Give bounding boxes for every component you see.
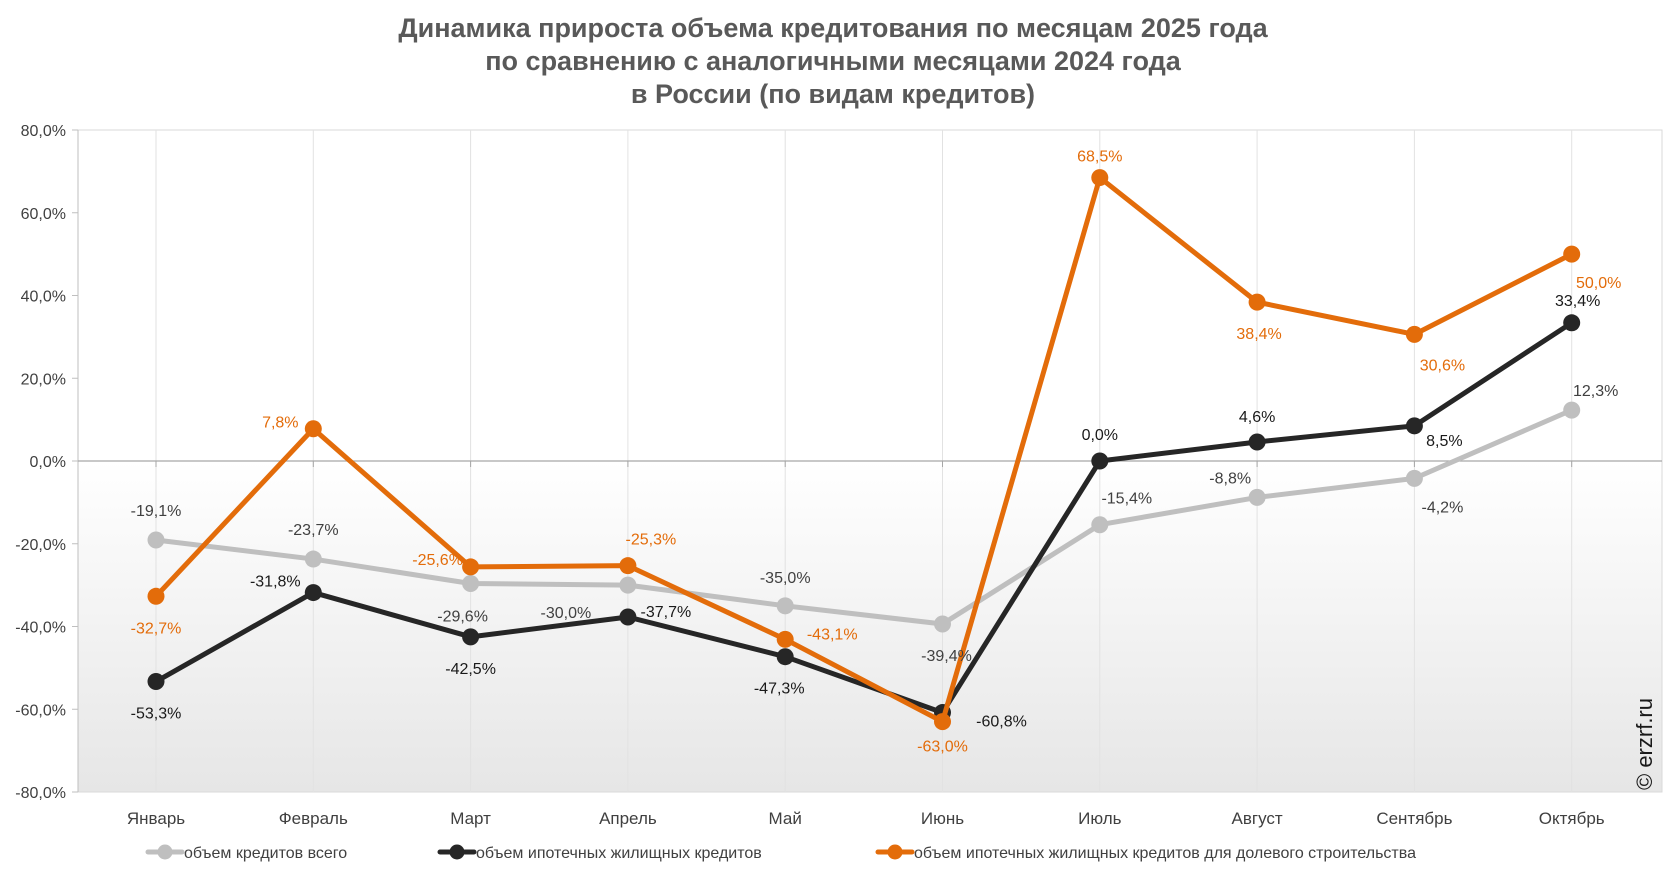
data-label-layer: -19,1% -23,7% -29,6% -30,0% -35,0% -39,4% -15,… [131, 149, 1622, 756]
series-0-point-0 [147, 531, 165, 549]
series-2-data-label-4: -43,1% [807, 626, 858, 643]
series-1-data-label-0: -53,3% [131, 706, 182, 723]
series-line-0 [153, 407, 1575, 627]
series-line-2 [153, 175, 1575, 725]
series-layer [147, 169, 1581, 731]
chart-title-line-2: по сравнению с аналогичными месяцами 202… [485, 46, 1181, 76]
series-0-point-7 [1248, 488, 1266, 506]
series-2-point-4 [776, 630, 794, 648]
series-0-data-label-7: -8,8% [1209, 470, 1251, 487]
series-0-data-label-2: -29,6% [437, 608, 488, 625]
y-tick-label: 20,0% [21, 371, 66, 388]
series-2-data-label-7: 38,4% [1236, 326, 1281, 343]
series-0-point-9 [1563, 401, 1581, 419]
series-0-point-6 [1091, 516, 1109, 534]
y-tick-label: -20,0% [15, 537, 66, 554]
chart-title-line-3: в России (по видам кредитов) [631, 79, 1035, 109]
series-1-point-1 [304, 584, 322, 602]
legend-label-2: объем ипотечных жилищных кредитов для до… [914, 845, 1416, 862]
series-1-point-9 [1563, 314, 1581, 332]
y-tick-label: 0,0% [30, 454, 66, 471]
series-1-data-label-7: 4,6% [1239, 409, 1275, 426]
axis-layer: 80,0% 60,0% 40,0% 20,0% 0,0% -20,0% -40,0% -60,… [15, 123, 1662, 828]
series-2-point-9 [1563, 245, 1581, 263]
legend-swatch-marker-2 [887, 844, 903, 860]
series-0-point-4 [776, 597, 794, 615]
series-1-data-label-2: -42,5% [445, 661, 496, 678]
series-0-point-3 [619, 576, 637, 594]
legend-label-1: объем ипотечных жилищных кредитов [476, 845, 762, 862]
x-tick-label: Январь [127, 809, 185, 828]
series-0-data-label-5: -39,4% [921, 648, 972, 665]
legend: объем кредитов всего объем ипотечных жили… [145, 844, 1416, 862]
series-0-point-5 [934, 615, 951, 633]
x-tick-label: Август [1232, 809, 1283, 828]
series-0-data-label-4: -35,0% [760, 570, 811, 587]
series-1-point-8 [1405, 417, 1423, 435]
series-2-point-2 [462, 558, 480, 576]
series-0-data-label-6: -15,4% [1101, 491, 1152, 508]
x-tick-label: Февраль [279, 809, 348, 828]
x-tick-label: Сентябрь [1376, 809, 1452, 828]
series-0-data-label-0: -19,1% [131, 503, 182, 520]
series-1-point-4 [776, 648, 794, 666]
series-0-data-label-3: -30,0% [541, 605, 592, 622]
series-2-point-7 [1248, 293, 1266, 311]
series-0-data-label-1: -23,7% [288, 522, 339, 539]
x-tick-label: Октябрь [1539, 809, 1605, 828]
y-tick-label: 40,0% [21, 289, 66, 306]
legend-swatch-marker-1 [449, 844, 465, 860]
series-2-data-label-2: -25,6% [412, 552, 463, 569]
series-1-point-0 [147, 673, 165, 691]
series-0-point-8 [1405, 469, 1423, 487]
y-tick-label: 80,0% [21, 123, 66, 140]
series-2-point-3 [619, 557, 637, 575]
series-2-point-5 [934, 713, 951, 731]
series-1-point-7 [1248, 433, 1266, 451]
series-1-point-6 [1091, 452, 1109, 470]
y-tick-label: -40,0% [15, 620, 66, 637]
x-tick-label: Март [450, 809, 491, 828]
series-2-data-label-8: 30,6% [1420, 357, 1465, 374]
series-1-data-label-1: -31,8% [250, 574, 301, 591]
series-0-point-1 [304, 550, 322, 568]
series-2-data-label-1: 7,8% [262, 415, 298, 432]
series-1-point-2 [462, 628, 480, 646]
chart-title-line-1: Динамика прироста объема кредитования по… [398, 13, 1268, 43]
series-1-data-label-8: 8,5% [1426, 433, 1462, 450]
series-1-data-label-6: 0,0% [1082, 427, 1118, 444]
series-2-data-label-6: 68,5% [1077, 149, 1122, 166]
x-tick-label: Май [769, 809, 802, 828]
series-1-data-label-5: -60,8% [976, 714, 1027, 731]
series-0-data-label-9: 12,3% [1573, 383, 1618, 400]
y-tick-label: 60,0% [21, 206, 66, 223]
x-tick-label: Июль [1078, 809, 1122, 828]
x-tick-label: Июнь [921, 809, 964, 828]
series-1-point-3 [619, 608, 637, 626]
watermark-text: © erzrf.ru [1632, 698, 1657, 790]
series-line-1 [153, 320, 1575, 716]
series-2-point-8 [1405, 325, 1423, 343]
series-0-point-2 [462, 574, 480, 592]
series-2-data-label-3: -25,3% [626, 532, 677, 549]
legend-label-0: объем кредитов всего [184, 845, 347, 862]
series-2-data-label-9: 50,0% [1576, 275, 1621, 292]
series-1-data-label-4: -47,3% [754, 681, 805, 698]
series-1-data-label-3: -37,7% [641, 604, 692, 621]
series-0-data-label-8: -4,2% [1422, 499, 1464, 516]
series-2-data-label-5: -63,0% [917, 739, 968, 756]
series-2-point-1 [304, 420, 322, 438]
series-2-point-6 [1091, 169, 1109, 187]
x-tick-label: Апрель [599, 809, 657, 828]
y-tick-label: -60,0% [15, 702, 66, 719]
series-1-data-label-9: 33,4% [1555, 293, 1600, 310]
legend-swatch-marker-0 [157, 844, 173, 860]
series-2-point-0 [147, 587, 165, 605]
y-tick-label: -80,0% [15, 785, 66, 802]
series-2-data-label-0: -32,7% [131, 620, 182, 637]
